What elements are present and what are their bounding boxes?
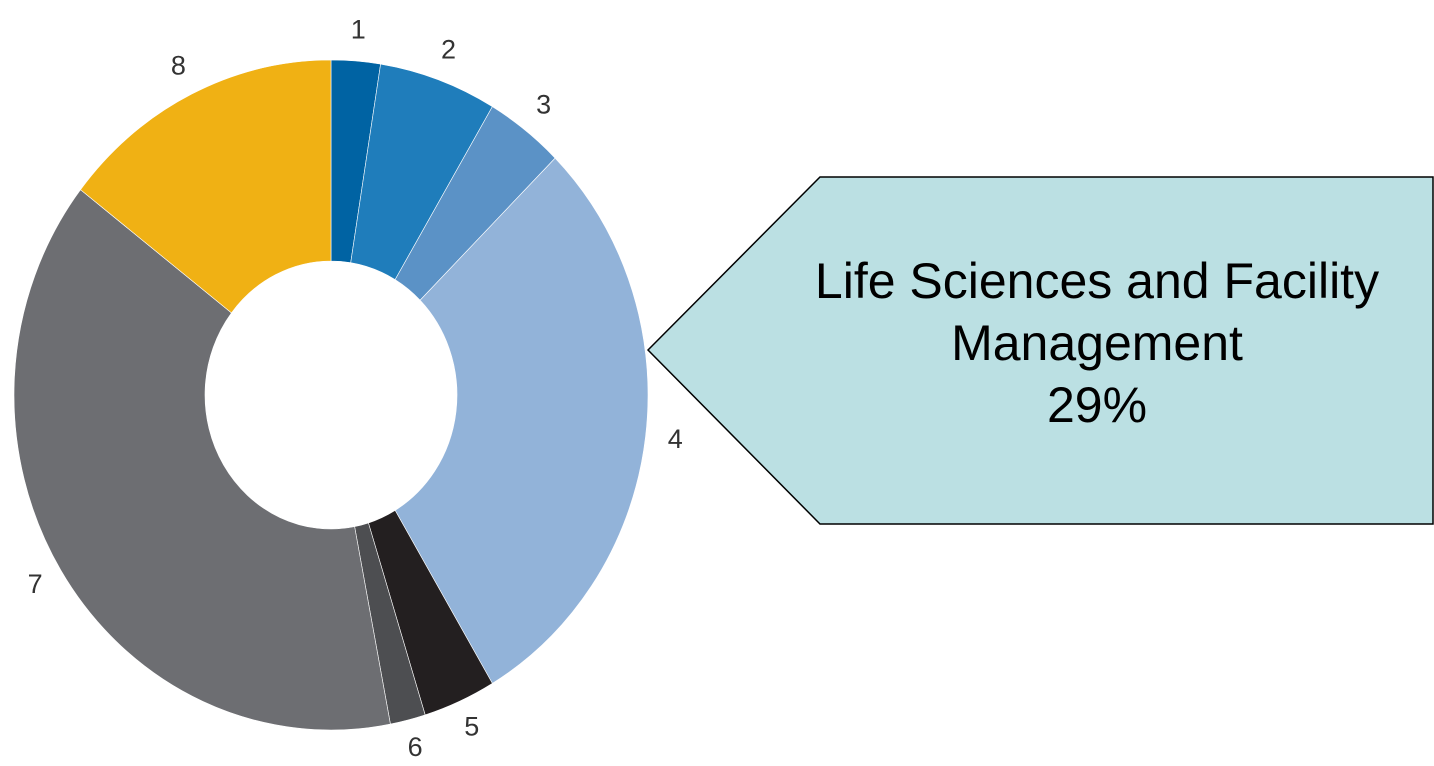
segment-label: 2 — [441, 35, 456, 65]
callout-box — [646, 176, 1434, 525]
segment-label: 4 — [668, 424, 683, 454]
segment-label: 3 — [536, 90, 551, 120]
segment-label: 8 — [171, 50, 186, 80]
callout-text: Life Sciences and Facility Management — [814, 253, 1380, 371]
callout-value: 29% — [1046, 377, 1148, 433]
callout: Life Sciences and Facility Management 29… — [760, 250, 1434, 436]
segment-label: 5 — [464, 712, 479, 742]
segment-label: 1 — [351, 14, 366, 44]
donut-segment — [13, 189, 391, 731]
donut-segment — [394, 157, 649, 684]
segment-label: 7 — [28, 569, 43, 599]
segment-label: 6 — [408, 732, 423, 762]
donut-segment — [80, 59, 332, 314]
